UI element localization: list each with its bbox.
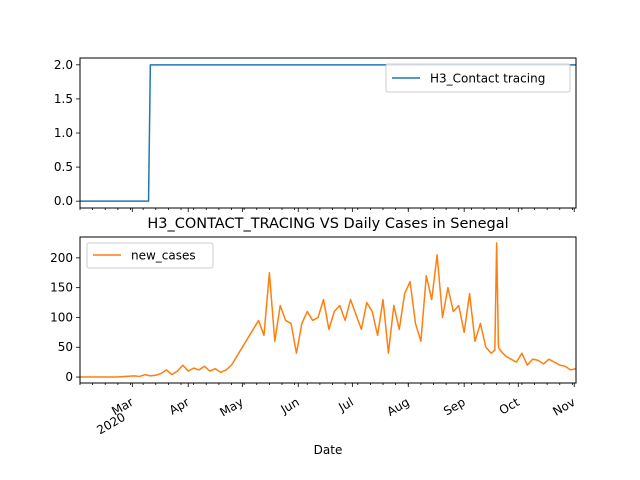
top-x-ticks (79, 208, 575, 212)
top-subplot: 0.0 0.5 1.0 1.5 2.0 H3_Contact tracing (54, 57, 577, 212)
bottom-axes-frame (79, 236, 577, 384)
x-axis-label: Date (314, 443, 343, 457)
bottom-y-tick-label: 200 (50, 251, 73, 265)
top-y-tick-label: 0.5 (54, 160, 73, 174)
bottom-y-tick-label: 50 (58, 340, 73, 354)
top-legend-box (385, 63, 571, 93)
top-y-tick-label: 2.0 (54, 58, 73, 72)
top-legend-label: H3_Contact tracing (430, 72, 545, 86)
bottom-legend-label: new_cases (131, 249, 196, 263)
top-y-tick-label: 0.0 (54, 194, 73, 208)
x-tick-label: Jul (335, 395, 355, 415)
chart-title: H3_CONTACT_TRACING VS Daily Cases in Sen… (147, 216, 508, 232)
bottom-series-line-0 (80, 242, 577, 378)
bottom-y-ticks: 0 50 100 150 200 (50, 251, 80, 384)
bottom-y-tick-label: 100 (50, 310, 73, 324)
bottom-y-tick-label: 150 (50, 281, 73, 295)
top-y-tick-label: 1.0 (54, 126, 73, 140)
top-series-line-0 (80, 64, 576, 202)
bottom-legend: new_cases (86, 242, 214, 269)
bottom-y-tick-label: 0 (65, 370, 73, 384)
bottom-legend-box (86, 242, 214, 269)
top-legend: H3_Contact tracing (385, 63, 571, 93)
top-y-tick-label: 1.5 (54, 92, 73, 106)
top-series-layer (80, 64, 576, 202)
top-y-ticks: 0.0 0.5 1.0 1.5 2.0 (54, 58, 80, 208)
bottom-series-layer (80, 242, 577, 378)
